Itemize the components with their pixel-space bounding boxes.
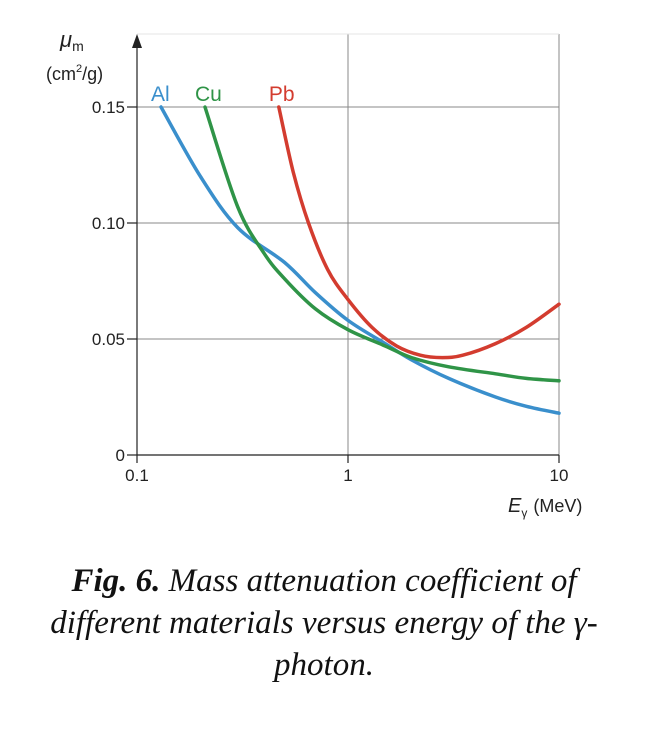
- y-axis-arrow-icon: [132, 34, 142, 48]
- series-line-al: [159, 105, 561, 415]
- legend-label-cu: Cu: [195, 83, 222, 106]
- series-line-pb: [277, 105, 561, 360]
- y-tick-label: 0.15: [92, 98, 125, 117]
- y-axis-label: μm: [59, 27, 84, 54]
- caption-text: Mass attenuation coefficient of differen…: [50, 563, 598, 683]
- x-tick-label: 0.1: [125, 466, 149, 485]
- grid: [137, 33, 560, 455]
- legend: Al Cu Pb: [151, 83, 294, 106]
- caption-prefix: Fig. 6.: [71, 563, 161, 599]
- series-group: [159, 105, 561, 415]
- y-tick-label: 0: [116, 446, 125, 465]
- x-tick-label: 10: [550, 466, 569, 485]
- attenuation-chart: 0 0.05 0.10 0.15 0.1 1 10 Al Cu Pb μm (cm2/g) Eγ…: [46, 27, 582, 520]
- y-tick-label: 0.10: [92, 214, 125, 233]
- figure-caption: Fig. 6. Mass attenuation coefficient of …: [20, 560, 628, 686]
- y-axis-unit: (cm2/g): [46, 63, 103, 84]
- x-tick-label: 1: [343, 466, 352, 485]
- y-tick-label: 0.05: [92, 330, 125, 349]
- tick-labels: 0 0.05 0.10 0.15 0.1 1 10: [92, 98, 569, 485]
- legend-label-pb: Pb: [269, 83, 295, 106]
- series-line-cu: [203, 105, 561, 383]
- x-axis-label: Eγ (MeV): [508, 495, 582, 520]
- legend-label-al: Al: [151, 83, 170, 106]
